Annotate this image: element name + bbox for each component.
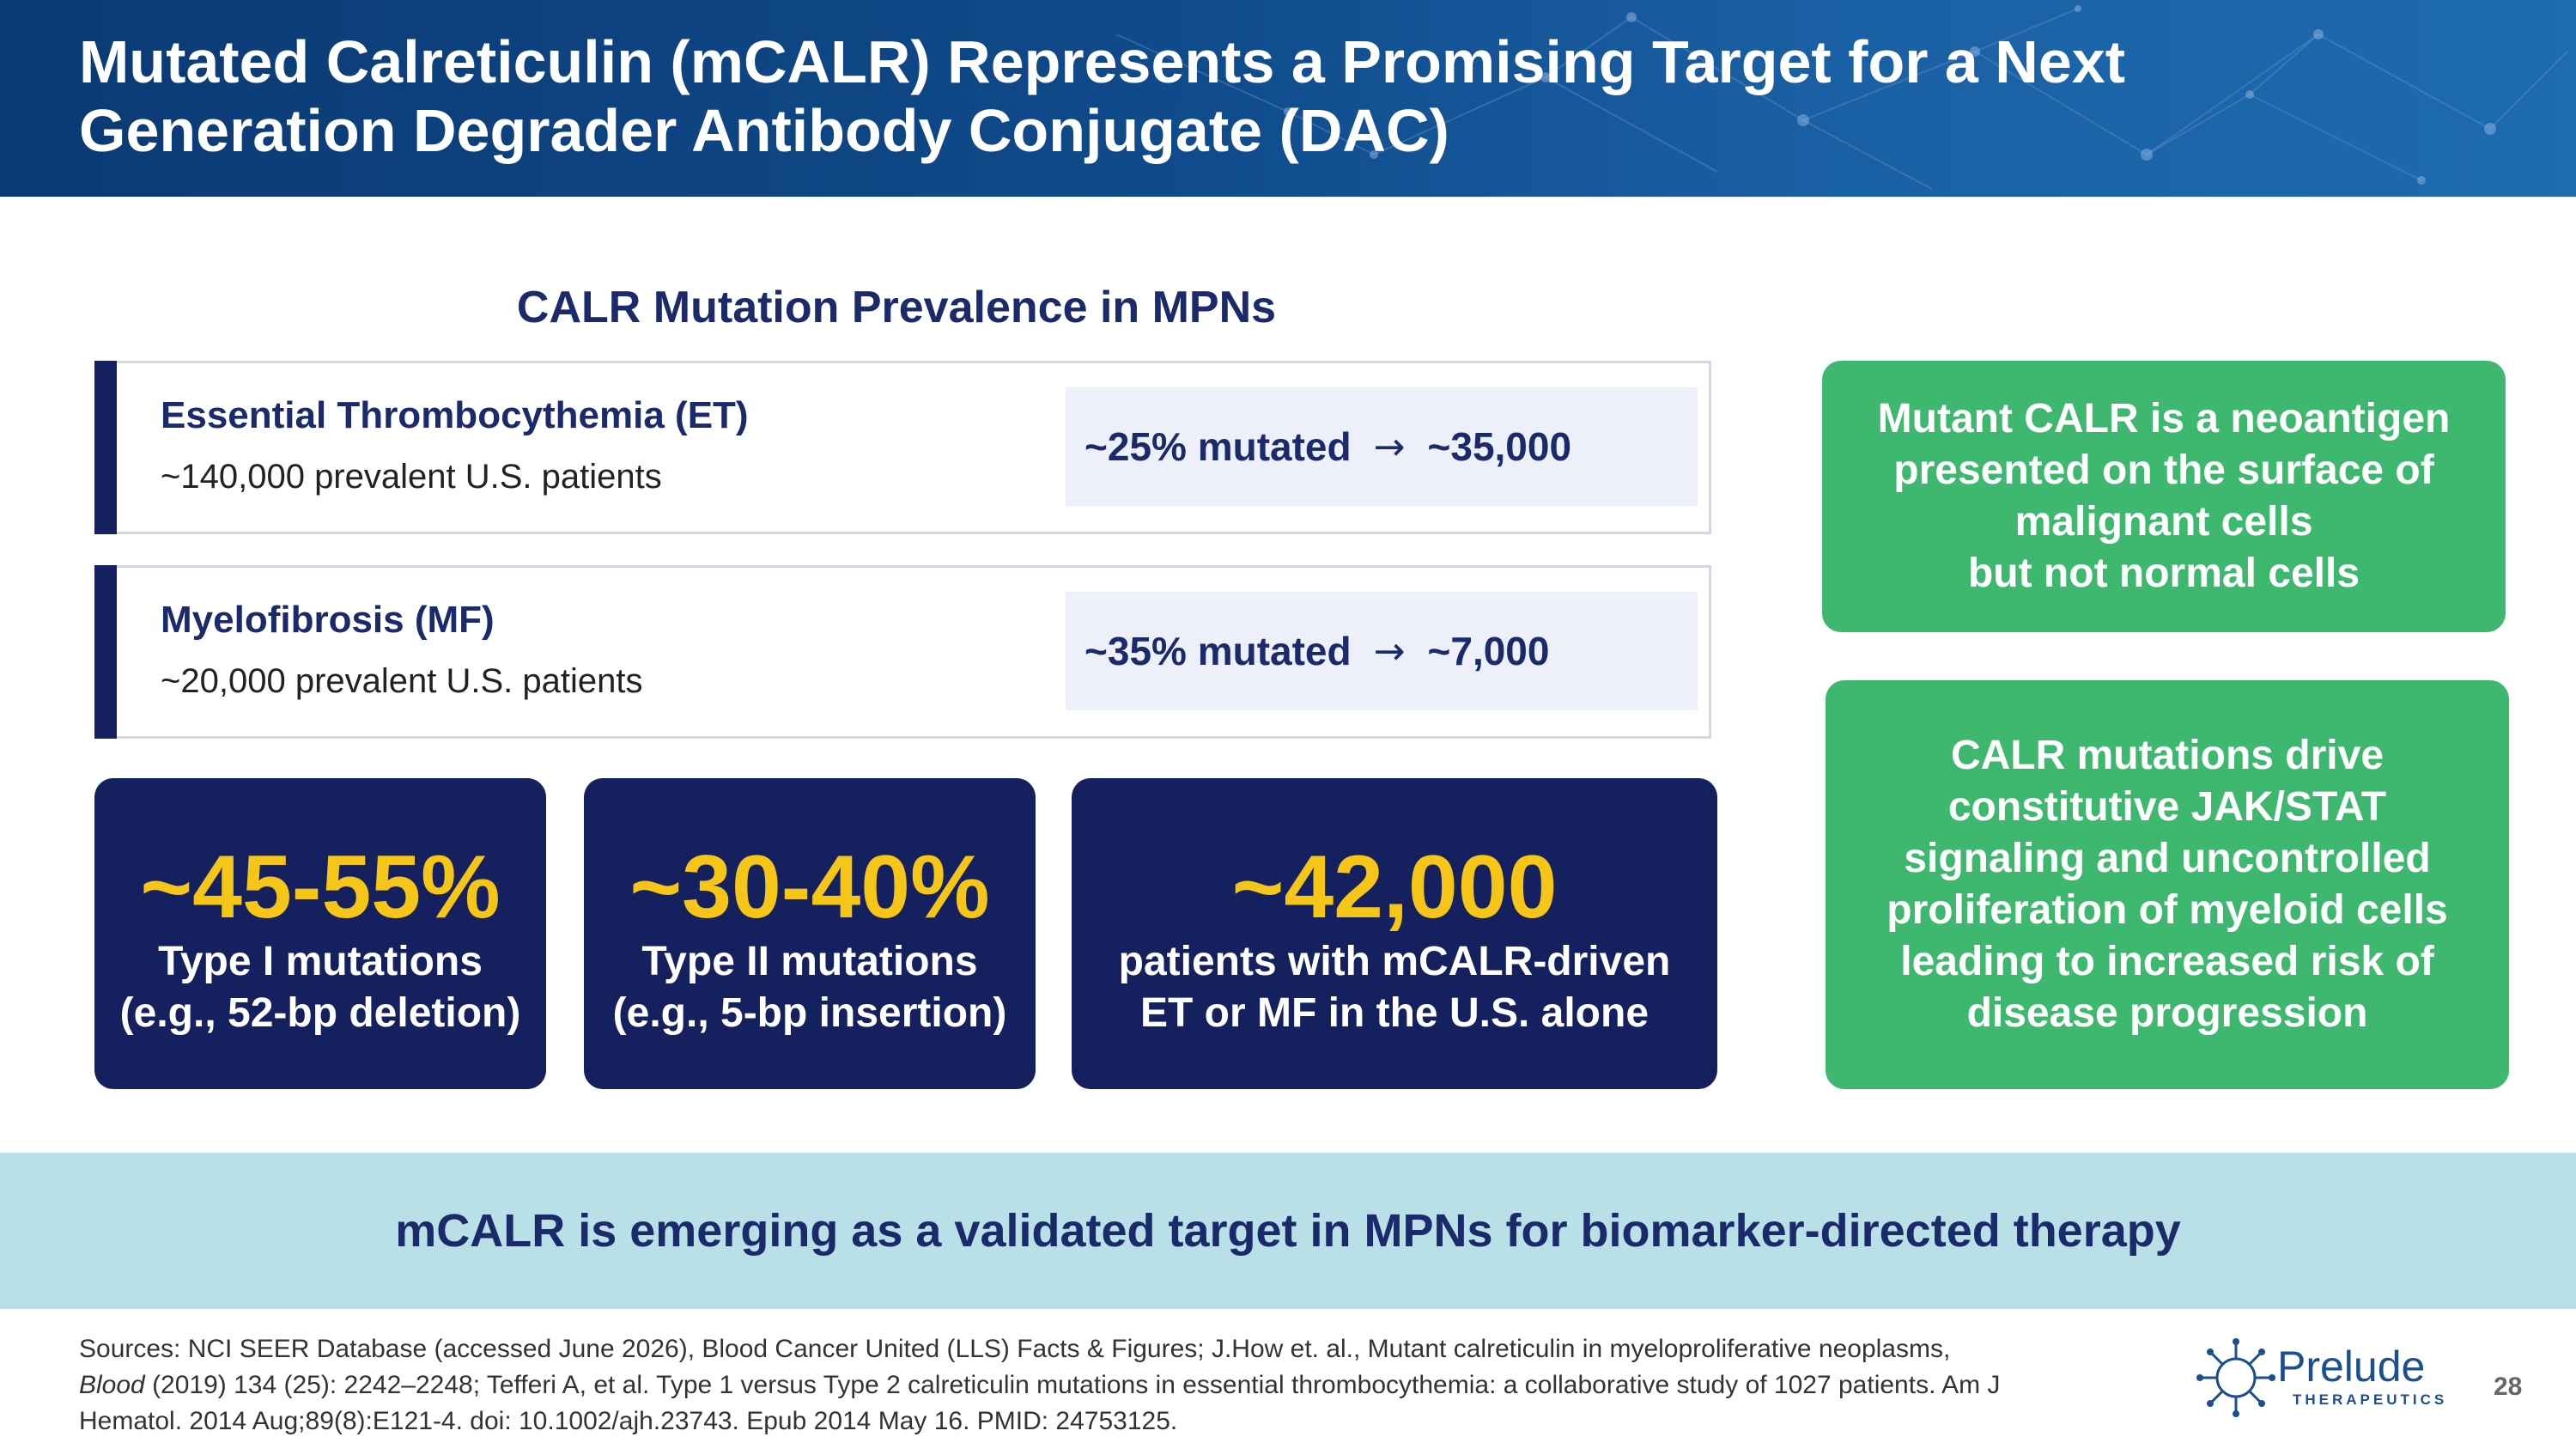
sources-line1: Sources: NCI SEER Database (accessed Jun… <box>79 1335 1951 1363</box>
slide-title: Mutated Calreticulin (mCALR) Represents … <box>79 27 2397 165</box>
right-arrow-icon: → <box>1373 629 1406 673</box>
stat-label-line1: Type I mutations <box>158 939 483 984</box>
stat-value: ~30-40% <box>629 837 990 937</box>
neoantigen-callout: Mutant CALR is a neoantigen presented on… <box>1822 361 2506 632</box>
section-title: CALR Mutation Prevalence in MPNs <box>516 283 1277 332</box>
callout-line: presented on the surface of <box>1893 447 2434 493</box>
right-arrow-icon: → <box>1373 424 1406 469</box>
disease-name: Essential Thrombocythemia (ET) <box>161 394 749 436</box>
row-accent-bar <box>94 361 117 534</box>
stat-label-line2: (e.g., 5-bp insertion) <box>612 990 1007 1036</box>
callout-line: constitutive JAK/STAT <box>1947 784 2387 830</box>
disease-patients: ~20,000 prevalent U.S. patients <box>161 662 643 700</box>
conclusion-text: mCALR is emerging as a validated target … <box>395 1205 2181 1257</box>
stat-label: Type I mutations (e.g., 52-bp deletion) <box>94 936 546 1039</box>
disease-patients: ~140,000 prevalent U.S. patients <box>161 458 662 496</box>
mutation-estimate: ~25% mutated → ~35,000 <box>1066 387 1698 506</box>
disease-row-et: Essential Thrombocythemia (ET) ~140,000 … <box>94 361 1711 534</box>
stat-label-line1: patients with mCALR-driven <box>1118 939 1671 984</box>
callout-line: CALR mutations drive <box>1950 733 2385 778</box>
stat-label: Type II mutations (e.g., 5-bp insertion) <box>584 936 1036 1039</box>
journal-name: Blood <box>79 1371 145 1399</box>
logo-wordmark: Prelude <box>2277 1342 2426 1391</box>
disease-name: Myelofibrosis (MF) <box>161 599 495 641</box>
mutated-count: ~35,000 <box>1427 424 1572 469</box>
sources-line2-rest: (2019) 134 (25): 2242–2248; Tefferi A, e… <box>144 1371 2001 1399</box>
callout-line: but not normal cells <box>1967 551 2360 596</box>
callout-line: disease progression <box>1966 990 2368 1036</box>
mutated-percent: ~35% mutated <box>1084 629 1352 673</box>
stat-value: ~45-55% <box>140 837 501 937</box>
conclusion-banner: mCALR is emerging as a validated target … <box>0 1153 2576 1309</box>
stat-label-line2: ET or MF in the U.S. alone <box>1139 990 1649 1036</box>
disease-row-mf: Myelofibrosis (MF) ~20,000 prevalent U.S… <box>94 565 1711 739</box>
network-background-graphic <box>1115 5 2568 190</box>
stat-label-line1: Type II mutations <box>641 939 978 984</box>
stat-card-type2: ~30-40% Type II mutations (e.g., 5-bp in… <box>584 778 1036 1089</box>
sources-footnote: Sources: NCI SEER Database (accessed Jun… <box>79 1331 2123 1440</box>
mutated-count: ~7,000 <box>1427 629 1550 673</box>
callout-line: proliferation of myeloid cells <box>1886 887 2448 933</box>
slide-title-line2: Generation Degrader Antibody Conjugate (… <box>79 97 1449 164</box>
sources-line3: Hematol. 2014 Aug;89(8):E121-4. doi: 10.… <box>79 1407 1178 1435</box>
jak-stat-callout: CALR mutations drive constitutive JAK/ST… <box>1826 680 2509 1089</box>
page-number: 28 <box>2494 1373 2523 1401</box>
stat-card-patients: ~42,000 patients with mCALR-driven ET or… <box>1072 778 1717 1089</box>
stat-label: patients with mCALR-driven ET or MF in t… <box>1072 936 1717 1039</box>
logo-subtitle: THERAPEUTICS <box>2293 1391 2448 1408</box>
callout-line: Mutant CALR is a neoantigen <box>1877 396 2451 441</box>
mutation-estimate: ~35% mutated → ~7,000 <box>1066 592 1698 710</box>
stat-value: ~42,000 <box>1231 837 1558 937</box>
prelude-logo-icon <box>2196 1338 2275 1417</box>
slide-title-line1: Mutated Calreticulin (mCALR) Represents … <box>79 28 2126 95</box>
callout-line: malignant cells <box>2014 499 2313 545</box>
mutated-percent: ~25% mutated <box>1084 424 1352 469</box>
row-accent-bar <box>94 565 117 739</box>
stat-label-line2: (e.g., 52-bp deletion) <box>119 990 521 1036</box>
slide-header: Mutated Calreticulin (mCALR) Represents … <box>0 0 2576 197</box>
sources-line2: Blood (2019) 134 (25): 2242–2248; Teffer… <box>79 1367 2123 1403</box>
stat-card-type1: ~45-55% Type I mutations (e.g., 52-bp de… <box>94 778 546 1089</box>
callout-line: leading to increased risk of <box>1900 939 2434 984</box>
callout-line: signaling and uncontrolled <box>1904 836 2431 881</box>
